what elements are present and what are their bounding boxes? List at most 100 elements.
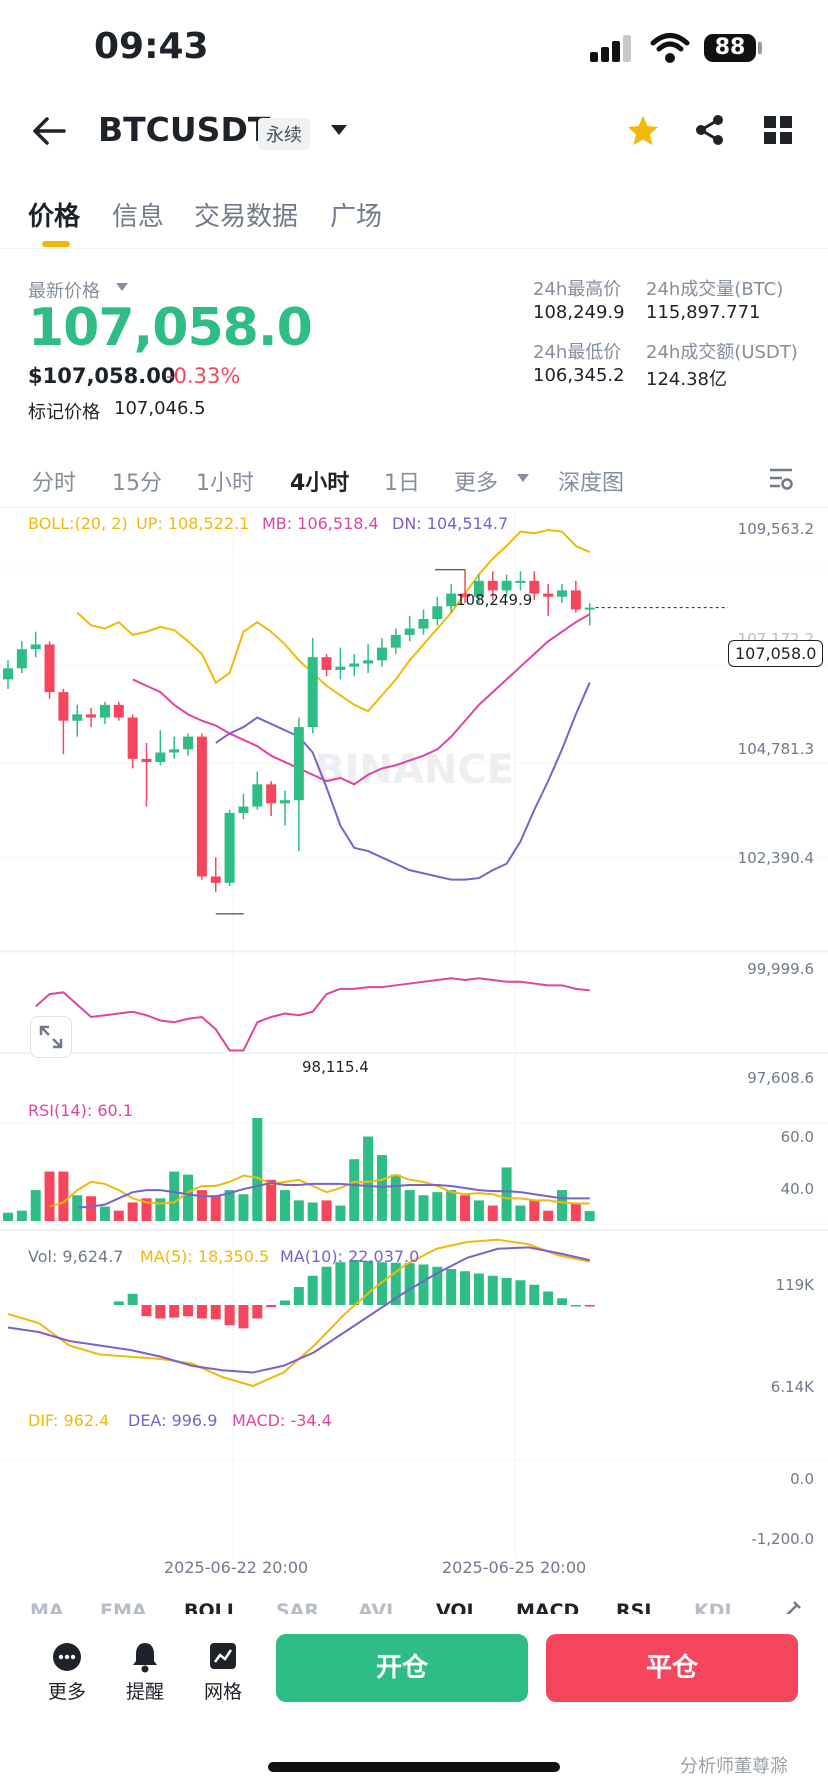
more-label[interactable]: 更多 bbox=[48, 1681, 87, 1703]
candle-body bbox=[86, 714, 97, 718]
candle-body bbox=[293, 727, 304, 801]
price-axis-tick: 99,999.6 bbox=[747, 960, 814, 978]
candle-body bbox=[557, 590, 567, 597]
candle-body bbox=[321, 657, 332, 670]
favorite-star-icon[interactable] bbox=[626, 114, 660, 146]
volume-bar bbox=[584, 1211, 595, 1221]
symbol-title[interactable]: BTCUSDT bbox=[98, 110, 271, 149]
candle-body bbox=[418, 619, 429, 629]
volume-ma5-line bbox=[49, 1173, 590, 1208]
candle-body bbox=[543, 593, 554, 597]
time-axis-label: 2025-06-25 20:00 bbox=[442, 1558, 587, 1577]
battery-nub bbox=[758, 42, 762, 54]
macd-histogram-bar bbox=[127, 1293, 138, 1305]
candle-body bbox=[515, 580, 526, 583]
tab-info[interactable]: 信息 bbox=[112, 202, 165, 232]
tab-trading-data[interactable]: 交易数据 bbox=[194, 202, 299, 232]
grid-label[interactable]: 网格 bbox=[204, 1681, 243, 1703]
macd-dif: DIF: 962.4 bbox=[28, 1411, 110, 1430]
boll-lower-line bbox=[215, 682, 591, 881]
volume-bar bbox=[210, 1195, 221, 1221]
last-price-dropdown-icon[interactable] bbox=[116, 283, 128, 291]
candlestick-chart[interactable]: BINANCE bbox=[0, 508, 828, 1588]
wifi-icon bbox=[650, 33, 690, 63]
home-indicator bbox=[268, 1762, 560, 1772]
macd-histogram-bar bbox=[224, 1305, 235, 1326]
divider bbox=[0, 507, 828, 508]
timeframe-4h[interactable]: 4小时 bbox=[290, 471, 350, 496]
volume-ma10-line bbox=[77, 1181, 590, 1209]
candle-body bbox=[44, 644, 55, 693]
grid-trading-icon[interactable] bbox=[208, 1641, 238, 1671]
macd-histogram-bar bbox=[335, 1262, 346, 1305]
back-arrow-icon[interactable] bbox=[32, 116, 66, 146]
price-axis-tick: 102,390.4 bbox=[737, 849, 814, 867]
volume-bar bbox=[252, 1118, 263, 1221]
volume-axis-tick: 6.14K bbox=[770, 1378, 814, 1396]
fullscreen-button[interactable] bbox=[30, 1016, 72, 1058]
macd-histogram-bar bbox=[183, 1305, 194, 1317]
timeframe-depth[interactable]: 深度图 bbox=[558, 471, 625, 496]
symbol-dropdown-icon[interactable] bbox=[330, 124, 348, 136]
alert-bell-icon[interactable] bbox=[130, 1641, 160, 1673]
candle-body bbox=[266, 784, 277, 804]
volume-usdt-label: 24h成交额(USDT) bbox=[646, 342, 798, 363]
open-position-button[interactable]: 开仓 bbox=[276, 1634, 528, 1702]
volume-bar bbox=[30, 1190, 41, 1221]
volume-bar bbox=[293, 1200, 304, 1221]
price-axis-tick: 109,563.2 bbox=[737, 520, 814, 538]
timeframe-1h[interactable]: 1小时 bbox=[196, 471, 254, 496]
boll-dn-value: DN: 104,514.7 bbox=[392, 514, 509, 533]
alert-label[interactable]: 提醒 bbox=[126, 1681, 165, 1703]
timeframe-15m[interactable]: 15分 bbox=[112, 471, 162, 496]
macd-histogram-bar bbox=[543, 1291, 554, 1305]
price-axis-tick: 97,608.6 bbox=[747, 1069, 814, 1087]
mark-price-value: 107,046.5 bbox=[114, 398, 206, 419]
grid-layout-icon[interactable] bbox=[764, 116, 792, 144]
active-tab-indicator bbox=[42, 241, 70, 247]
price-axis-tick: 104,781.3 bbox=[737, 740, 814, 758]
share-icon[interactable] bbox=[694, 114, 726, 146]
candle-body bbox=[183, 736, 194, 750]
macd-histogram-bar bbox=[501, 1278, 512, 1305]
macd-histogram-bar bbox=[570, 1305, 581, 1307]
current-price-marker: 107,058.0 bbox=[728, 640, 824, 667]
last-price-label[interactable]: 最新价格 bbox=[28, 281, 100, 302]
volume-bar bbox=[432, 1192, 443, 1221]
volume-bar bbox=[501, 1167, 512, 1221]
timeframe-more[interactable]: 更多 bbox=[454, 471, 499, 496]
candle-body bbox=[141, 758, 152, 763]
tab-square[interactable]: 广场 bbox=[330, 202, 383, 232]
volume-ma5: MA(5): 18,350.5 bbox=[140, 1247, 270, 1266]
candle-body bbox=[473, 580, 484, 597]
candle-body bbox=[99, 704, 110, 718]
battery-icon: 88 bbox=[704, 34, 756, 62]
volume-bar bbox=[418, 1195, 429, 1221]
more-icon[interactable] bbox=[52, 1642, 82, 1672]
usd-price-value: $107,058.00 bbox=[28, 364, 176, 388]
macd-histogram-bar bbox=[460, 1271, 471, 1305]
more-dropdown-icon[interactable] bbox=[517, 474, 529, 482]
rsi-legend: RSI(14): 60.1 bbox=[28, 1101, 133, 1120]
volume-bar bbox=[376, 1155, 387, 1221]
macd-axis-tick: -1,200.0 bbox=[751, 1530, 814, 1548]
macd-histogram-bar bbox=[584, 1305, 595, 1307]
volume-bar bbox=[44, 1171, 55, 1221]
candle-body bbox=[349, 663, 360, 667]
timeframe-1d[interactable]: 1日 bbox=[384, 471, 420, 496]
macd-histogram-bar bbox=[376, 1262, 387, 1305]
candle-body bbox=[404, 628, 415, 635]
last-price-value: 107,058.0 bbox=[28, 298, 313, 358]
candle-body bbox=[501, 580, 512, 591]
candle-body bbox=[3, 668, 13, 680]
rsi-axis-tick: 40.0 bbox=[780, 1180, 814, 1198]
candle-body bbox=[376, 647, 387, 661]
timeframe-line[interactable]: 分时 bbox=[32, 471, 77, 496]
high-24h-value: 108,249.9 bbox=[533, 302, 625, 323]
candle-body bbox=[210, 876, 221, 883]
low-24h-label: 24h最低价 bbox=[533, 342, 622, 363]
candle-body bbox=[30, 644, 41, 650]
tab-price[interactable]: 价格 bbox=[28, 202, 81, 232]
close-position-button[interactable]: 平仓 bbox=[546, 1634, 798, 1702]
chart-settings-icon[interactable] bbox=[768, 466, 794, 492]
